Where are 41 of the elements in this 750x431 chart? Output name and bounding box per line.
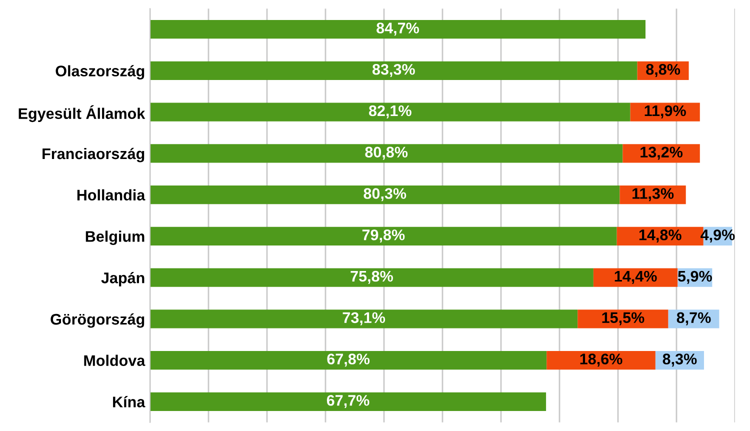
- data-label: 83,3%: [372, 64, 415, 77]
- data-label: 8,3%: [662, 354, 697, 367]
- data-label: 79,8%: [362, 229, 405, 243]
- bar: [150, 186, 620, 204]
- bar: [150, 102, 630, 122]
- data-label: 5,9%: [678, 270, 712, 284]
- data-label: 84,7%: [376, 22, 420, 36]
- data-label: 14,4%: [614, 270, 657, 284]
- y-tick-label: Franciaország: [42, 148, 144, 162]
- bar: [150, 351, 547, 370]
- data-label: 73,1%: [342, 312, 386, 326]
- data-label: 80,3%: [364, 188, 406, 202]
- data-label: 13,2%: [640, 146, 683, 160]
- bar: [150, 392, 546, 411]
- data-label: 8,8%: [646, 64, 680, 77]
- bar: [150, 61, 638, 80]
- y-tick-label: Moldova: [84, 354, 146, 366]
- bar: [150, 226, 617, 246]
- y-tick-label: Olaszország: [56, 65, 144, 80]
- data-label: 67,8%: [327, 354, 370, 367]
- bar: [150, 310, 578, 328]
- y-tick-label: Belgium: [86, 230, 144, 245]
- data-label: 80,8%: [365, 146, 408, 160]
- data-label: 11,9%: [644, 105, 686, 118]
- data-label: 14,8%: [639, 229, 682, 243]
- data-label: 18,6%: [580, 354, 622, 367]
- bar: [546, 351, 656, 370]
- y-tick-label: Görögország: [50, 313, 144, 328]
- data-label: 75,8%: [350, 270, 393, 284]
- y-tick-label: Hollandia: [77, 189, 146, 200]
- data-label: 8,7%: [676, 312, 711, 326]
- bar: [150, 268, 594, 287]
- data-label: 11,3%: [632, 188, 674, 202]
- y-tick-label: Egyesült Államok: [18, 105, 146, 122]
- y-tick-label: Kína: [113, 396, 146, 408]
- data-label: 15,5%: [602, 312, 644, 326]
- data-label: 82,1%: [368, 105, 412, 118]
- data-label: 67,7%: [326, 394, 370, 408]
- bar: [150, 144, 623, 163]
- bar: [150, 20, 646, 39]
- y-tick-label: Japán: [101, 272, 144, 286]
